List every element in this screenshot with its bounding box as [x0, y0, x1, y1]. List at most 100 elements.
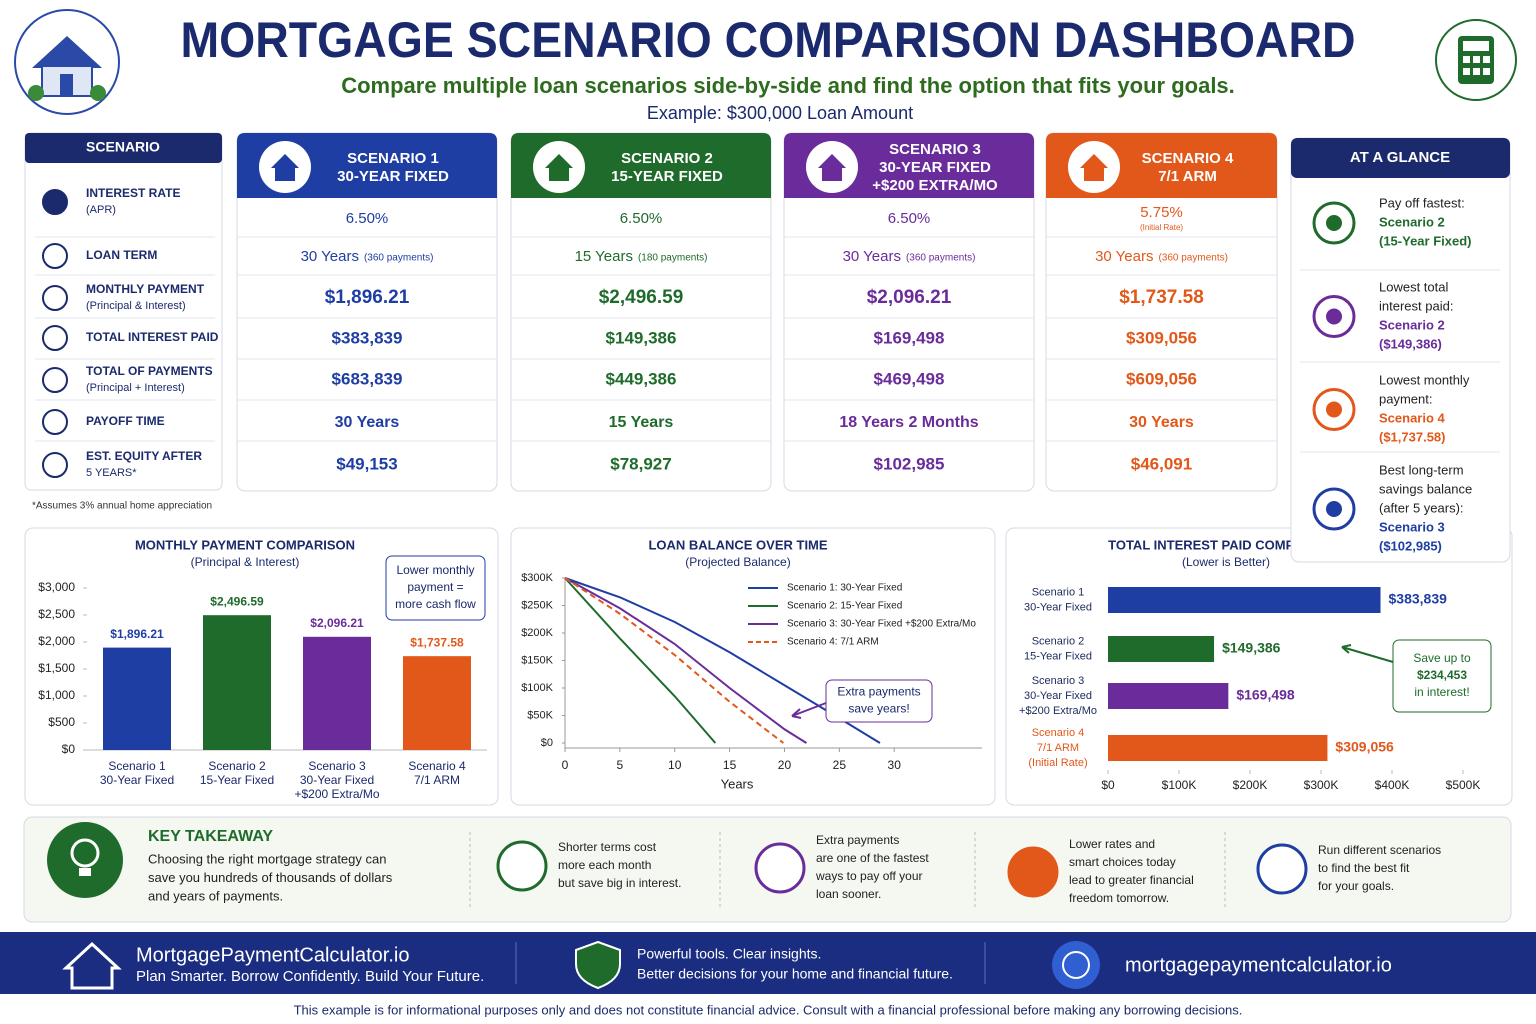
tip-text: Extra payments	[816, 833, 899, 847]
balance-line	[564, 577, 807, 744]
tip-icon	[1007, 846, 1059, 898]
tip-icon	[1256, 843, 1308, 895]
takeaway-title: KEY TAKEAWAY	[148, 828, 273, 845]
y-tick-label: (Initial Rate)	[1028, 757, 1087, 769]
cell-value: 5.75%	[1140, 204, 1183, 221]
footer-text: Better decisions for your home and finan…	[637, 966, 953, 982]
key	[1483, 68, 1490, 75]
scenario-icon-house	[271, 154, 299, 181]
cell-note: (360 payments)	[1158, 253, 1227, 264]
x-tick-label: 5	[617, 758, 624, 772]
chart-title: TOTAL INTEREST PAID COMPARISON	[1108, 537, 1344, 552]
balance-line	[564, 577, 717, 744]
annotation-text: in interest!	[1414, 685, 1469, 699]
y-tick-label: $2,500	[38, 607, 75, 621]
glance-highlight: ($149,386)	[1379, 336, 1442, 351]
y-tick-label: $1,500	[38, 661, 75, 675]
row-label: (APR)	[86, 204, 116, 216]
cell-value: $683,839	[332, 369, 403, 388]
legend-label: Scenario 1: 30-Year Fixed	[787, 583, 902, 594]
x-tick-label: Scenario 2	[208, 759, 266, 773]
glance-text: (after 5 years):	[1379, 500, 1464, 515]
row-label: TOTAL INTEREST PAID	[86, 330, 219, 344]
cell-value: 6.50%	[888, 210, 931, 227]
row-label: 5 YEARS*	[86, 467, 137, 479]
x-tick-label: Scenario 4	[408, 759, 466, 773]
tip-text: freedom tomorrow.	[1069, 891, 1169, 905]
glance-text: interest paid:	[1379, 298, 1453, 313]
scenario-title: SCENARIO 3	[889, 141, 981, 158]
cell-value: 30 Years	[1129, 414, 1194, 431]
globe-ring	[1062, 951, 1090, 979]
annotation-arrow	[1341, 644, 1394, 663]
value-label: $2,096.21	[310, 616, 364, 630]
footer-tagline: Plan Smarter. Borrow Confidently. Build …	[136, 968, 484, 985]
bar	[1108, 587, 1381, 613]
annotation-arrow	[791, 702, 827, 719]
cell-value: $2,496.59	[599, 287, 684, 308]
cell-note: (360 payments)	[364, 253, 433, 264]
scenario-title: 15-YEAR FIXED	[611, 168, 723, 185]
annotation-text: $234,453	[1417, 668, 1467, 682]
glance-highlight: ($1,737.58)	[1379, 429, 1446, 444]
cell-value: $449,386	[606, 369, 677, 388]
balance-line	[564, 577, 784, 744]
y-tick-label: Scenario 1	[1032, 586, 1085, 598]
label-header	[25, 133, 222, 163]
bar	[1108, 683, 1229, 709]
x-tick-label: 20	[778, 758, 792, 772]
door	[60, 74, 73, 96]
annotation-box	[385, 555, 486, 621]
value-label: $383,839	[1389, 591, 1448, 607]
disclaimer: This example is for informational purpos…	[294, 1002, 1243, 1017]
row-label: EST. EQUITY AFTER	[86, 449, 202, 463]
page-title: MORTGAGE SCENARIO COMPARISON DASHBOARD	[181, 12, 1356, 68]
annotation-text: save years!	[848, 702, 909, 716]
glance-text: Pay off fastest:	[1379, 195, 1465, 210]
cell-value: $309,056	[1126, 328, 1197, 347]
x-tick-label: +$200 Extra/Mo	[294, 787, 379, 801]
cell-note: (Initial Rate)	[1140, 223, 1183, 232]
glance-highlight: Scenario 2	[1379, 214, 1445, 229]
footer-band	[0, 932, 1536, 994]
cell-value: 6.50%	[620, 210, 663, 227]
glance-icon-dot	[1326, 401, 1342, 418]
y-tick-label: $0	[541, 737, 553, 749]
glance-highlight: Scenario 3	[1379, 519, 1445, 534]
y-tick-label: $200K	[521, 627, 553, 639]
row-label: (Principal & Interest)	[86, 300, 186, 312]
legend-label: Scenario 2: 15-Year Fixed	[787, 601, 902, 612]
y-tick-label: 15-Year Fixed	[1024, 650, 1092, 662]
takeaway-icon	[47, 822, 123, 898]
glance-highlight: Scenario 4	[1379, 410, 1446, 425]
glance-text: Best long-term	[1379, 462, 1464, 477]
bar	[1108, 636, 1215, 662]
cell-value: 18 Years 2 Months	[839, 414, 978, 431]
y-tick-label: $2,000	[38, 634, 75, 648]
house-logo	[14, 9, 120, 115]
cell-value: 30 Years	[335, 414, 400, 431]
takeaway-text: Choosing the right mortgage strategy can	[148, 851, 386, 866]
cell-value: $78,927	[610, 454, 671, 473]
row-label: (Principal + Interest)	[86, 382, 185, 394]
cell-value: $1,896.21	[325, 287, 410, 308]
key	[1463, 56, 1470, 63]
value-label: $309,056	[1335, 739, 1394, 755]
cell-value: $46,091	[1131, 454, 1192, 473]
cell-value: 30 Years	[1095, 248, 1153, 265]
glance-text: Lowest monthly	[1379, 372, 1470, 387]
bulb-base	[79, 868, 91, 876]
cell-value: $1,737.58	[1119, 287, 1204, 308]
glance-highlight: Scenario 2	[1379, 317, 1445, 332]
y-tick-label: $1,000	[38, 688, 75, 702]
cell-value: 15 Years	[575, 248, 633, 265]
cell-value: $2,096.21	[867, 287, 952, 308]
bush	[28, 85, 44, 101]
bush	[90, 85, 106, 101]
footer-globe	[1052, 941, 1100, 989]
calculator-logo	[1435, 19, 1517, 101]
chart-subtitle: (Projected Balance)	[685, 555, 790, 569]
tip-text: ways to pay off your	[815, 869, 923, 883]
x-tick-label: 30-Year Fixed	[300, 773, 374, 787]
annotation-box	[1392, 639, 1492, 713]
